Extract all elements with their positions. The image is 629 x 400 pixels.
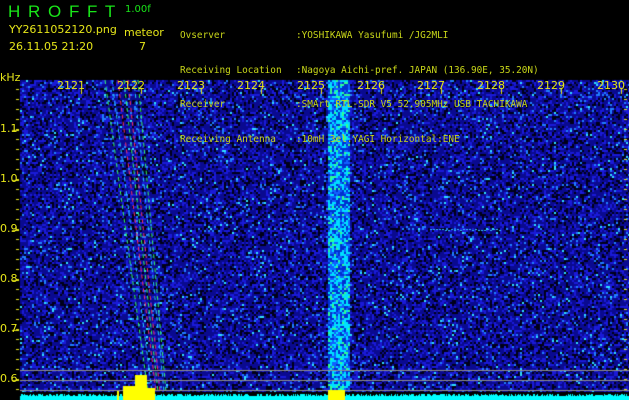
y-tick-label: 0.6 bbox=[0, 372, 18, 385]
y-tick-label: 0.9 bbox=[0, 222, 18, 235]
info-row-receiver: Receiver:SMArt RTL-SDR V5 52.905MHz USB … bbox=[180, 99, 528, 110]
info-row-antenna: Receiving Antenna:10mH 3el.YAGI Horizont… bbox=[180, 133, 460, 145]
datetime-label: 26.11.05 21:20 bbox=[9, 40, 94, 53]
y-tick-label: 1.1 bbox=[0, 122, 18, 135]
x-tick-label: 2122 bbox=[117, 79, 145, 92]
y-tick-label: 0.7 bbox=[0, 322, 18, 335]
station-info: Ovserver:YOSHIKAWA Yasufumi /JG2MLI Rece… bbox=[180, 7, 539, 157]
version-label: 1.00f bbox=[125, 4, 151, 15]
x-tick-label: 2130 bbox=[597, 79, 625, 92]
x-tick-label: 2126 bbox=[357, 79, 385, 92]
x-tick-label: 2127 bbox=[417, 79, 445, 92]
unit-label: kHz bbox=[0, 71, 21, 84]
x-tick-label: 2124 bbox=[237, 79, 265, 92]
meteor-label: meteor bbox=[124, 26, 164, 39]
x-tick-label: 2125 bbox=[297, 79, 325, 92]
y-tick-label: 0.8 bbox=[0, 272, 18, 285]
filename-label: YY2611052120.png bbox=[9, 23, 117, 36]
info-row-location: Receiving Location:Nagoya Aichi-pref. JA… bbox=[180, 64, 539, 76]
y-tick-label: 1.0 bbox=[0, 172, 18, 185]
info-row-observer: Ovserver:YOSHIKAWA Yasufumi /JG2MLI bbox=[180, 30, 449, 41]
meteor-count: 7 bbox=[139, 40, 146, 53]
x-tick-label: 2129 bbox=[537, 79, 565, 92]
x-tick-label: 2121 bbox=[57, 79, 85, 92]
x-tick-label: 2123 bbox=[177, 79, 205, 92]
app-title: H R O F F T bbox=[8, 2, 116, 21]
x-tick-label: 2128 bbox=[477, 79, 505, 92]
